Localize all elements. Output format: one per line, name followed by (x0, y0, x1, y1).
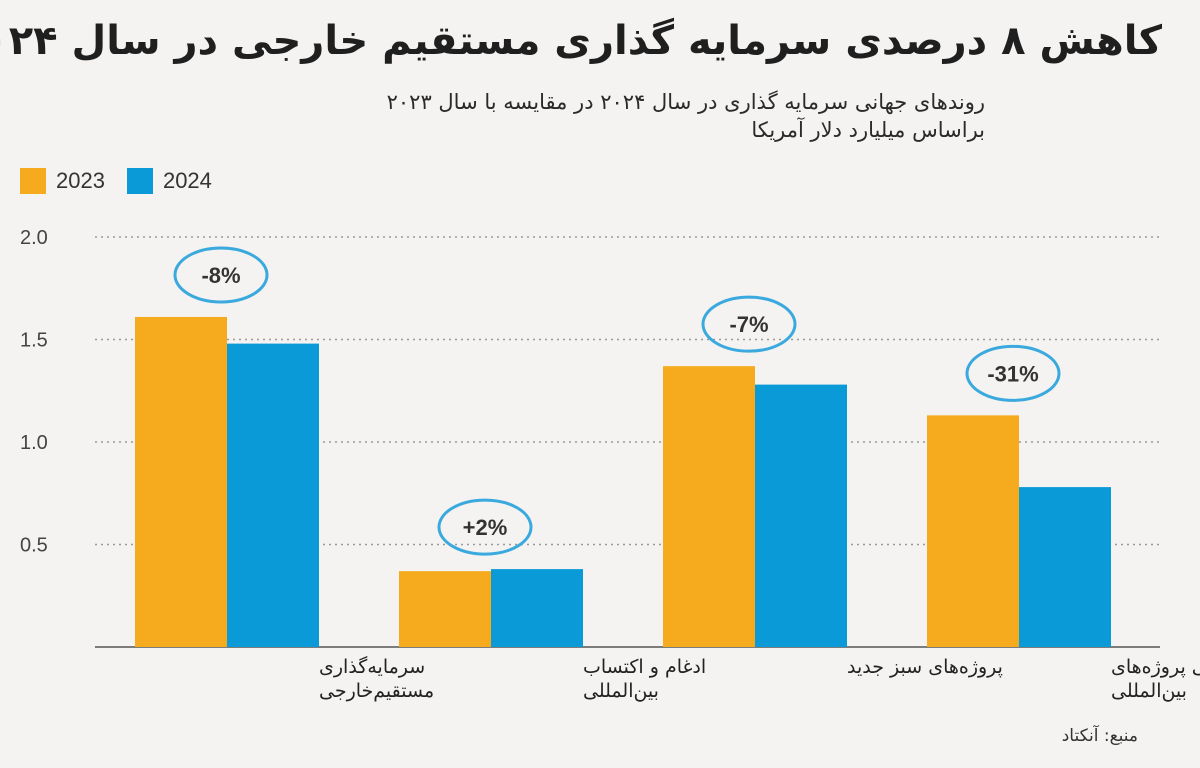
change-label: +2% (463, 515, 508, 540)
y-tick-label: 2.0 (20, 227, 48, 249)
y-tick-label: 1.5 (20, 330, 48, 352)
category-label: بین‌المللی (1111, 680, 1187, 702)
bar-2024 (755, 385, 847, 647)
source-note: منبع: آنکتاد (1062, 726, 1138, 746)
category-label: تامین مالی پروژه‌های (1111, 656, 1200, 678)
category-label: ادغام و اکتساب (583, 656, 706, 678)
bar-2023 (927, 415, 1019, 647)
change-label: -8% (201, 263, 240, 288)
change-label: -7% (729, 312, 768, 337)
change-label: -31% (987, 361, 1038, 386)
category-label: پروژه‌های سبز جدید (847, 656, 1003, 678)
bar-2023 (399, 571, 491, 647)
category-label: مستقیم‌خارجی (319, 680, 434, 702)
bar-2024 (491, 569, 583, 647)
bar-2024 (1019, 487, 1111, 647)
bar-2023 (135, 317, 227, 647)
y-tick-label: 1.0 (20, 432, 48, 454)
category-label: بین‌المللی (583, 680, 659, 702)
bar-2024 (227, 344, 319, 647)
category-label: سرمایه‌گذاری (319, 655, 425, 678)
y-tick-label: 0.5 (20, 535, 48, 557)
bar-2023 (663, 366, 755, 647)
